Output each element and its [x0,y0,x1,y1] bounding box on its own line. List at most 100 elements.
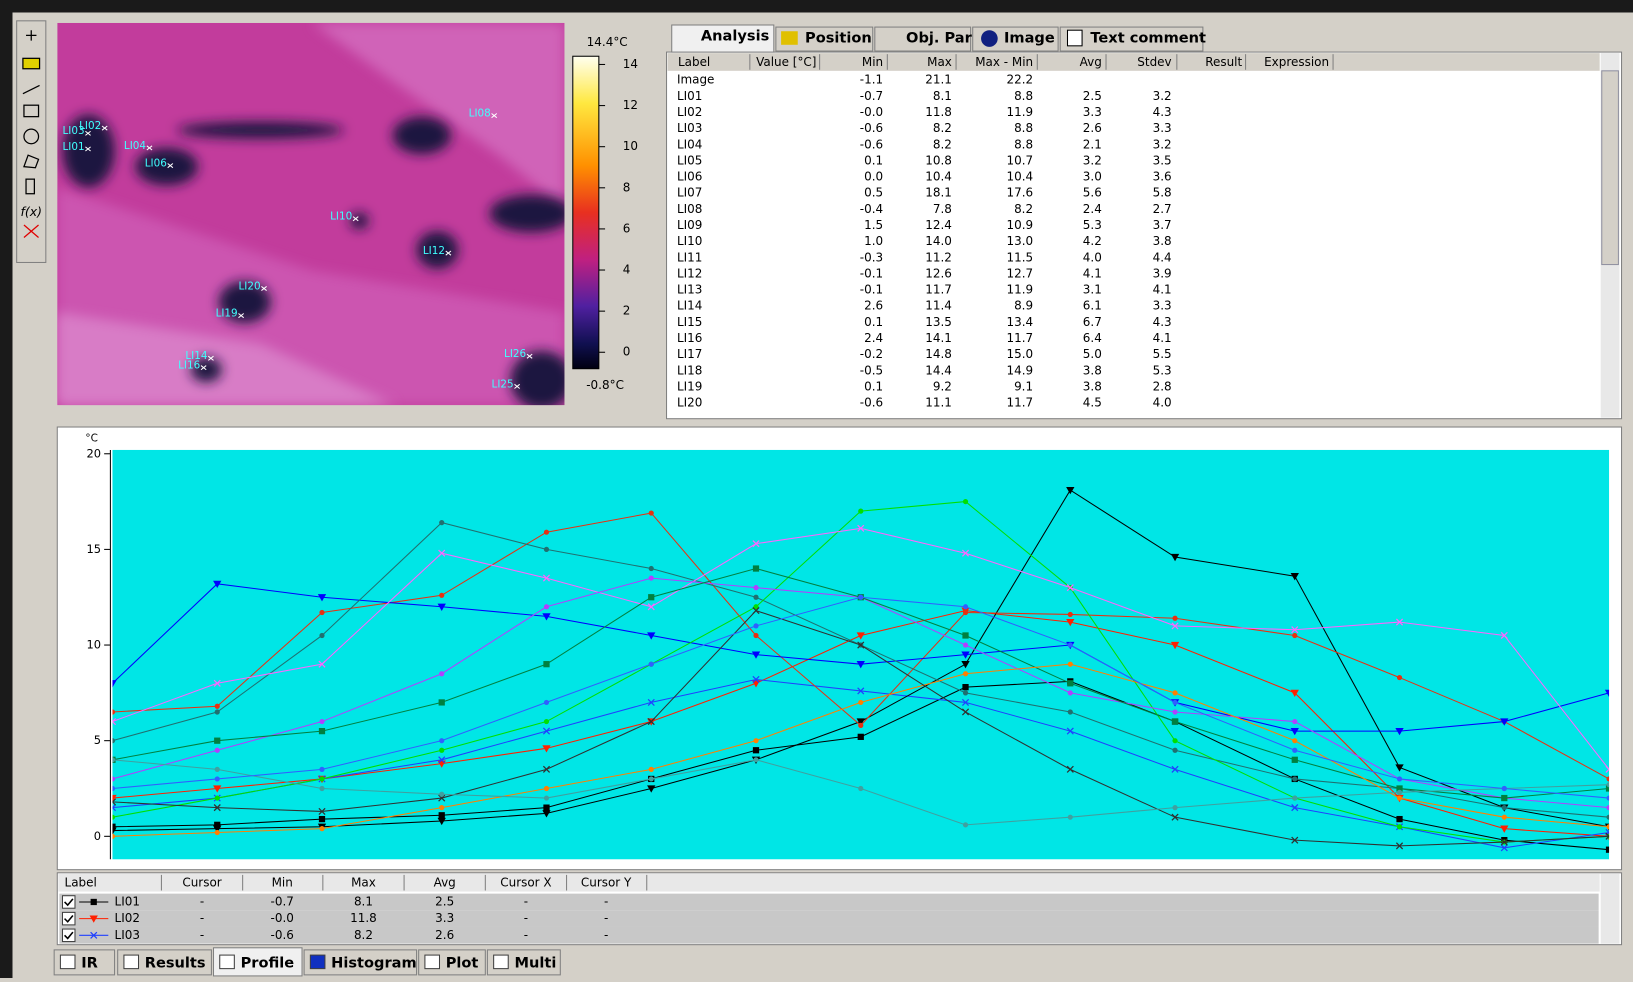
checkbox[interactable] [61,911,76,926]
circle-tool[interactable] [23,128,40,145]
table-cell: LI03 [677,121,702,135]
colorbar-tick-label: 14 [623,57,638,71]
tab[interactable] [775,26,874,52]
column-header[interactable]: Cursor Y [581,876,632,890]
column-header[interactable]: Min [272,876,293,890]
table-cell: 4.0 [1153,396,1172,410]
tab-label[interactable]: Histogram [331,954,417,971]
column-header[interactable]: Max - Min [975,55,1033,69]
table-cell: 2.7 [1153,202,1172,216]
tab-label[interactable]: Analysis [701,27,769,44]
spot-label[interactable]: LI06 [145,158,167,170]
checkbox[interactable] [61,895,76,909]
spot-label[interactable]: LI04 [124,140,146,152]
table-cell: 2.5 [1083,89,1102,103]
spot-label[interactable]: LI08 [469,108,491,120]
marker [439,592,445,598]
column-header[interactable]: Min [862,55,883,69]
column-header[interactable]: Avg [1080,55,1102,69]
table-cell: 2.1 [1083,137,1102,151]
table-cell: 22.2 [1006,73,1033,87]
column-header[interactable]: Stdev [1137,55,1171,69]
marker [1170,553,1180,562]
column-header[interactable]: Label [678,55,710,69]
marker [1292,795,1298,801]
spot-marker [238,313,245,319]
marker [112,827,117,835]
marker [962,498,969,505]
column-header[interactable]: Value [°C] [756,55,816,69]
marker [1171,622,1179,630]
tab-label[interactable]: IR [81,954,98,971]
tab-label[interactable]: Profile [241,954,295,971]
box-tool[interactable] [23,104,40,118]
column-header[interactable]: Cursor X [500,876,551,890]
crosshair-tool[interactable] [26,30,37,41]
column-header[interactable]: Label [65,876,97,890]
marker [1395,618,1404,626]
table-cell: -0.6 [860,137,883,151]
tab-label[interactable]: Position [805,30,872,47]
marker [1067,611,1073,618]
table-cell: -0.6 [860,396,883,410]
marker [543,699,550,706]
spot-label[interactable]: LI12 [423,245,445,257]
scroll-thumb[interactable] [1601,70,1619,266]
marker [1396,785,1403,792]
marker [213,825,222,833]
tab[interactable] [874,26,972,52]
spot-label[interactable]: LI03 [62,125,84,137]
spot-label[interactable]: LI19 [216,308,238,320]
spot-label[interactable]: LI16 [178,360,200,372]
table-cell: 4.4 [1153,250,1172,264]
spot-label[interactable]: LI14 [185,350,207,362]
spot-label[interactable]: LI01 [62,141,84,153]
tab-label[interactable]: Obj. Par [906,30,973,47]
spot-label[interactable]: LI10 [330,211,352,223]
y-tick-label: 5 [94,733,101,747]
spot-label[interactable]: LI20 [238,280,260,292]
line-tool[interactable] [22,84,40,95]
spot-label[interactable]: LI26 [504,348,526,360]
column-header[interactable]: Max [351,876,376,890]
checkbox[interactable] [61,928,76,943]
marker [112,757,116,763]
tab-label[interactable]: Multi [514,954,556,971]
tab[interactable] [671,24,775,53]
marker [438,699,445,706]
table-cell: 10.7 [1006,153,1033,167]
plot-lines [112,486,1610,853]
delete-tool[interactable] [23,224,39,238]
marker [438,756,446,764]
table-cell: 1.5 [864,218,883,232]
marker [542,765,551,773]
marker [1606,814,1610,820]
spot-label[interactable]: LI02 [79,120,101,132]
tab-label[interactable]: Results [145,954,206,971]
marker [1291,836,1299,844]
column-header[interactable]: Cursor [182,876,221,890]
column-header[interactable]: Result [1205,55,1242,69]
tab-label[interactable]: Text comment [1090,30,1206,47]
marker [857,687,865,695]
spot-tool[interactable] [22,57,41,70]
column-header[interactable]: Expression [1264,55,1329,69]
column-header[interactable]: Avg [434,876,456,890]
function-tool[interactable]: f(x) [20,204,42,219]
polygon-tool[interactable] [23,154,40,169]
tab-label[interactable]: Plot [446,954,479,971]
scrollbar[interactable] [1600,873,1620,944]
spot-marker [85,146,91,152]
spot-label[interactable]: LI25 [492,378,514,390]
tab[interactable] [1059,26,1204,52]
tab-label[interactable]: Image [1004,30,1055,47]
tab[interactable] [53,949,116,976]
isotherm-tool[interactable] [25,178,35,195]
table-cell: LI01 [677,89,702,103]
column-header[interactable]: Max [927,55,952,69]
marker [1067,680,1074,687]
marker [647,785,656,793]
table-cell: LI14 [677,299,702,313]
marker [542,574,551,582]
marker [112,785,116,792]
